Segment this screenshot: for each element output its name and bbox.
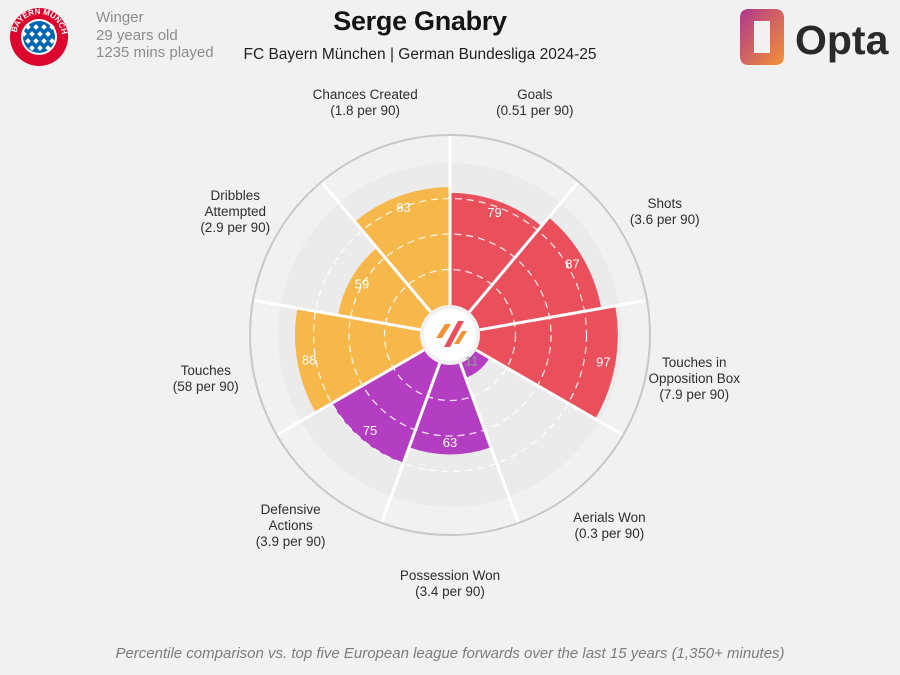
value-label: 97 [596, 355, 610, 370]
bar-aerials-won [460, 350, 490, 378]
metric-label: Touches in Opposition Box (7.9 per 90) [648, 355, 740, 402]
metric-label: Dribbles Attempted (2.9 per 90) [200, 188, 270, 235]
bar-shots [469, 217, 602, 330]
value-label: 83 [396, 200, 410, 215]
value-label: 11 [465, 353, 479, 368]
svg-text:Opta: Opta [795, 17, 890, 63]
player-info: Winger 29 years old 1235 mins played [96, 9, 214, 62]
separator-line [468, 180, 580, 313]
value-label: 79 [487, 205, 501, 220]
center-logo-stroke [436, 324, 451, 338]
value-label: 75 [363, 423, 377, 438]
value-label: 87 [565, 257, 579, 272]
center-circle [424, 309, 476, 361]
separator-line [458, 362, 520, 524]
value-label: 59 [355, 277, 369, 292]
bar-goals [450, 192, 542, 313]
grid-circle-25 [383, 268, 517, 402]
separator-line [252, 298, 421, 332]
footnote: Percentile comparison vs. top five Europ… [115, 645, 785, 662]
center-logo-stroke [444, 321, 464, 347]
separator-line [320, 180, 432, 313]
background-slot [460, 350, 599, 497]
outer-ring [249, 134, 651, 536]
separator-line [479, 298, 648, 332]
player-position: Winger [96, 9, 144, 26]
value-label: 63 [443, 435, 457, 450]
opta-logo: Opta [740, 9, 890, 65]
club-league-subtitle: FC Bayern München | German Bundesliga 20… [243, 46, 597, 63]
metric-label: Possession Won (3.4 per 90) [400, 568, 500, 599]
player-name-title: Serge Gnabry [333, 6, 507, 36]
metric-label: Touches (58 per 90) [173, 363, 239, 394]
grid-circle-50 [348, 233, 552, 437]
bar-dribbles-attempted [337, 247, 431, 330]
metric-label: Aerials Won (0.3 per 90) [573, 510, 646, 541]
value-label: 88 [302, 352, 316, 367]
separator-line [276, 348, 425, 437]
separator-line [380, 362, 442, 524]
title-block: Serge Gnabry FC Bayern München | German … [170, 6, 670, 64]
player-minutes: 1235 mins played [96, 44, 214, 61]
metric-label: Defensive Actions (3.9 per 90) [256, 502, 326, 549]
metric-label: Goals (0.51 per 90) [496, 87, 573, 118]
separator-line [475, 348, 624, 437]
club-crest-logo: FC BAYERN MÜNCHEN [9, 7, 69, 66]
metric-label: Shots (3.6 per 90) [630, 196, 700, 227]
player-age: 29 years old [96, 26, 178, 44]
bar-touches [295, 308, 425, 413]
center-logo-stroke [454, 331, 467, 344]
bar-possession-won [409, 363, 491, 455]
metric-label: Chances Created (1.8 per 90) [313, 87, 418, 118]
